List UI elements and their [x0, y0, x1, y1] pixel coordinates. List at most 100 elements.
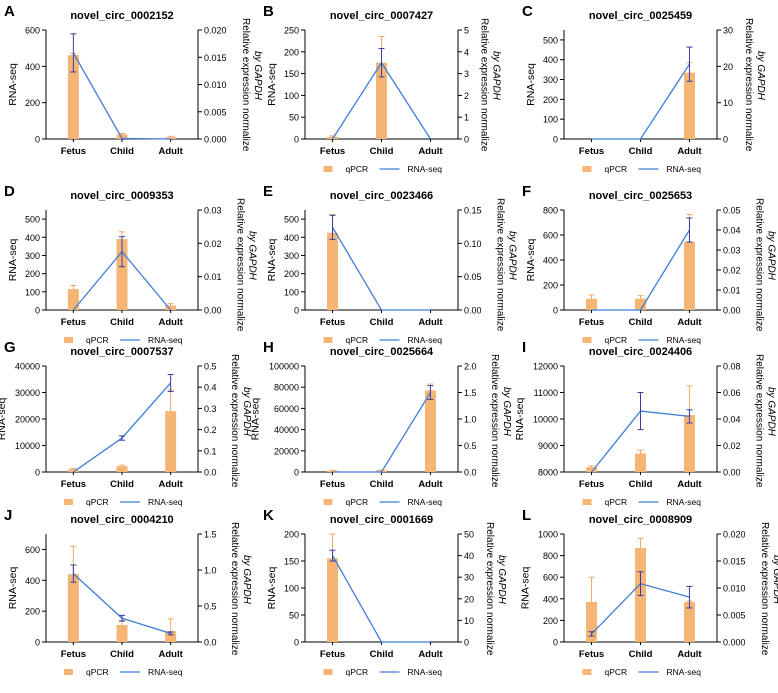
right-tick-label: 2.0 — [464, 362, 477, 372]
left-tick-label: 200 — [25, 98, 40, 108]
panel-letter: G — [4, 339, 16, 356]
qpcr-bar — [116, 239, 128, 310]
left-tick-label: 100 — [284, 287, 299, 297]
left-axis-label: RNA-seq — [266, 63, 278, 106]
qpcr-bar — [635, 453, 646, 472]
x-tick-label: Child — [629, 317, 653, 328]
left-tick-label: 600 — [25, 545, 40, 555]
x-tick-label: Adult — [418, 317, 443, 328]
left-tick-label: 0 — [35, 306, 40, 316]
x-tick-label: Child — [629, 146, 653, 157]
x-tick-label: Fetus — [579, 146, 604, 157]
panel-title: novel_circ_0004210 — [70, 514, 173, 526]
left-tick-label: 400 — [25, 576, 40, 586]
right-tick-label: 1.0 — [464, 415, 477, 425]
right-axis-label-line1: Relative expression normalize — [240, 18, 251, 152]
left-tick-label: 0 — [294, 135, 299, 145]
x-tick-label: Fetus — [320, 479, 345, 490]
right-tick-label: 3 — [464, 69, 469, 79]
qpcr-bar — [116, 134, 128, 139]
x-tick-label: Adult — [677, 317, 702, 328]
right-axis-label-line1: Relative expression normalize — [495, 198, 506, 332]
left-tick-label: 12000 — [533, 362, 558, 372]
right-tick-label: 10 — [464, 616, 474, 626]
right-tick-label: 0.0 — [464, 468, 477, 478]
right-axis-label-line2: by GAPDH — [766, 231, 777, 281]
right-tick-label: 0.3 — [204, 404, 217, 414]
panel-title: novel_circ_0023466 — [330, 190, 433, 202]
rnaseq-line — [332, 392, 432, 473]
legend-qpcr-swatch — [323, 337, 333, 343]
panel-title: novel_circ_0024406 — [589, 346, 692, 358]
x-tick-label: Child — [110, 317, 134, 328]
x-tick-label: Fetus — [320, 649, 345, 660]
right-tick-label: 0 — [464, 638, 469, 648]
x-tick-label: Child — [629, 479, 653, 490]
x-tick-label: Adult — [158, 479, 183, 490]
left-tick-label: 40000 — [15, 362, 40, 372]
right-tick-label: 0.015 — [204, 53, 227, 63]
legend-rnaseq-label: RNA-seq — [667, 335, 702, 345]
right-tick-label: 0 — [723, 135, 728, 145]
qpcr-bar — [586, 467, 598, 472]
left-tick-label: 40000 — [274, 425, 299, 435]
right-tick-label: 0.01 — [723, 286, 741, 296]
right-tick-label: 2 — [464, 91, 469, 101]
right-axis-label: Relative expression normalizeby GAPDH — [743, 18, 766, 152]
panel-letter: F — [522, 183, 531, 200]
right-axis-label: Relative expression normalizeby GAPDH — [495, 198, 518, 332]
right-tick-label: 30 — [464, 573, 474, 583]
left-tick-label: 200 — [25, 269, 40, 279]
x-tick-label: Fetus — [61, 479, 86, 490]
x-tick-label: Fetus — [579, 649, 604, 660]
right-tick-label: 1 — [464, 113, 469, 123]
right-axis-label-line2: by GAPDH — [507, 231, 518, 281]
right-axis-label: Relative expression normalizeby GAPDH — [489, 354, 512, 488]
right-axis-label-line1: Relative expression normalize — [229, 522, 240, 656]
legend-qpcr-swatch — [582, 499, 592, 505]
left-axis-label: RNA-seq — [514, 398, 526, 441]
right-tick-label: 1.0 — [204, 566, 217, 576]
left-tick-label: 50 — [289, 611, 299, 621]
left-tick-label: 9000 — [538, 441, 558, 451]
qpcr-bar — [376, 62, 387, 140]
left-tick-label: 400 — [543, 256, 558, 266]
x-tick-label: Child — [370, 649, 394, 660]
right-axis-label-line1: Relative expression normalize — [235, 198, 246, 332]
left-tick-label: 8000 — [538, 468, 558, 478]
qpcr-bar — [67, 469, 79, 472]
rnaseq-line — [331, 555, 431, 643]
left-tick-label: 100000 — [269, 362, 299, 372]
right-tick-label: 0.4 — [204, 383, 217, 393]
left-tick-label: 0 — [294, 468, 299, 478]
x-tick-label: Fetus — [61, 146, 86, 157]
qpcr-bar — [683, 241, 695, 310]
right-tick-label: 50 — [464, 530, 474, 540]
right-tick-label: 1.5 — [464, 388, 477, 398]
panel-title: novel_circ_0025459 — [589, 10, 692, 22]
legend-qpcr-label: qPCR — [346, 667, 369, 677]
left-tick-label: 400 — [284, 233, 299, 243]
left-tick-label: 100 — [543, 115, 558, 125]
rnaseq-line — [591, 229, 691, 311]
right-tick-label: 0.00 — [723, 468, 741, 478]
right-tick-label: 0.02 — [723, 266, 741, 276]
left-tick-label: 30000 — [15, 388, 40, 398]
qpcr-bar — [67, 55, 79, 139]
left-tick-label: 20000 — [15, 415, 40, 425]
right-tick-label: 0.5 — [204, 362, 217, 372]
x-tick-label: Fetus — [579, 317, 604, 328]
legend-rnaseq-label: RNA-seq — [667, 497, 702, 507]
x-tick-label: Adult — [158, 146, 183, 157]
legend-rnaseq-label: RNA-seq — [408, 497, 443, 507]
legend-qpcr-label: qPCR — [605, 497, 628, 507]
legend-qpcr-label: qPCR — [605, 164, 628, 174]
legend-qpcr-swatch — [323, 499, 333, 505]
right-axis-label-line2: by GAPDH — [241, 387, 252, 437]
right-tick-label: 0.5 — [464, 441, 477, 451]
panel-title: novel_circ_0008909 — [589, 514, 692, 526]
right-axis-label-line2: by GAPDH — [755, 51, 766, 101]
right-tick-label: 30 — [723, 26, 733, 36]
